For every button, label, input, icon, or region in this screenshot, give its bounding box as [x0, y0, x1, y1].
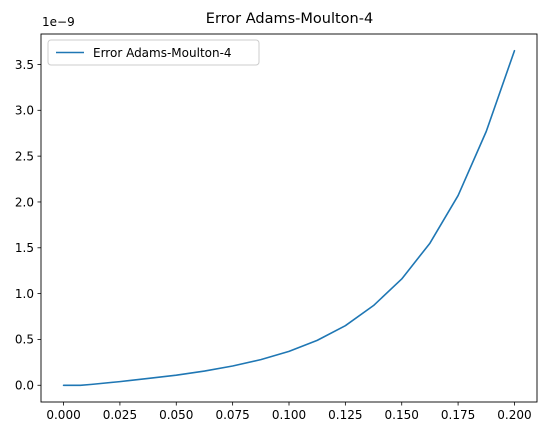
y-axis-ticks: 0.0 0.5 1.0 1.5 2.0 2.5 3.0 3.5	[15, 58, 41, 393]
series-layer	[62, 49, 516, 387]
x-tick-label: 0.075	[215, 408, 249, 422]
x-tick-label: 0.125	[328, 408, 362, 422]
x-tick-label: 0.175	[441, 408, 475, 422]
y-tick-label: 0.5	[15, 333, 34, 347]
series-line-0	[62, 49, 516, 387]
chart-title: Error Adams-Moulton-4	[206, 11, 373, 27]
legend-label-error-adams-moulton-4: Error Adams-Moulton-4	[93, 46, 232, 60]
x-axis-ticks: 0.000 0.025 0.050 0.075 0.100 0.125 0.150 0.175…	[46, 402, 532, 422]
y-tick-label: 1.5	[15, 241, 34, 255]
y-axis-offset-label: 1e−9	[42, 15, 75, 29]
x-tick-label: 0.050	[159, 408, 193, 422]
y-tick-label: 2.5	[15, 149, 34, 163]
x-tick-label: 0.000	[46, 408, 80, 422]
y-tick-label: 0.0	[15, 379, 34, 393]
plot-area-frame	[40, 33, 538, 403]
legend: Error Adams-Moulton-4	[47, 39, 260, 66]
legend-box	[47, 39, 260, 66]
x-tick-label: 0.100	[272, 408, 306, 422]
y-tick-label: 3.5	[15, 58, 34, 72]
y-tick-label: 3.0	[15, 104, 34, 118]
x-tick-label: 0.025	[103, 408, 137, 422]
x-tick-label: 0.200	[497, 408, 531, 422]
x-tick-label: 0.150	[385, 408, 419, 422]
y-tick-label: 1.0	[15, 287, 34, 301]
y-tick-label: 2.0	[15, 195, 34, 209]
